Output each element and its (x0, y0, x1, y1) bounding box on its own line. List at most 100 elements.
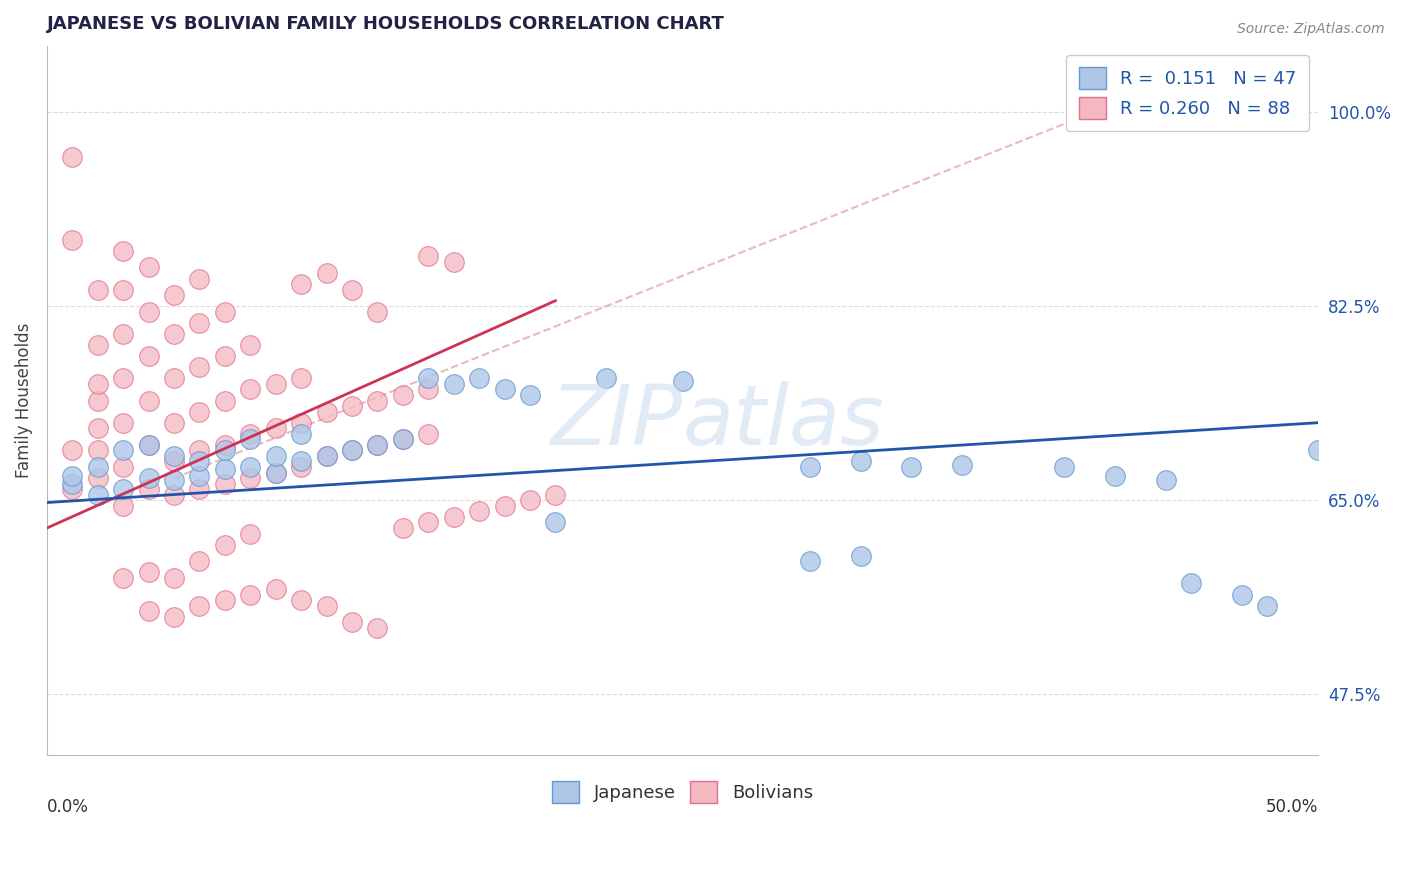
Point (163, 371, 186, 385)
Point (214, 593, 236, 607)
Point (340, 283, 363, 297)
Point (138, 438, 160, 452)
Point (315, 449, 337, 463)
Point (264, 449, 287, 463)
Point (366, 305, 388, 319)
Point (366, 438, 388, 452)
Point (214, 438, 236, 452)
Point (188, 554, 211, 568)
Point (112, 371, 135, 385)
Point (188, 454, 211, 468)
Point (188, 271, 211, 285)
Point (849, 549, 872, 563)
Point (163, 488, 186, 502)
Point (87, 460, 110, 475)
Point (138, 482, 160, 496)
Point (290, 593, 312, 607)
Point (214, 462, 236, 476)
Point (112, 443, 135, 458)
Point (239, 526, 262, 541)
Point (418, 371, 440, 385)
Point (112, 244, 135, 258)
Point (60, 443, 83, 458)
Point (392, 388, 415, 402)
Point (87, 376, 110, 391)
Text: 0.0%: 0.0% (46, 798, 89, 816)
Point (392, 433, 415, 447)
Point (315, 599, 337, 613)
Point (239, 471, 262, 485)
Point (315, 404, 337, 418)
Point (112, 460, 135, 475)
Point (214, 305, 236, 319)
Point (188, 360, 211, 375)
Legend: Japanese, Bolivians: Japanese, Bolivians (546, 773, 820, 810)
Point (87, 488, 110, 502)
Point (112, 416, 135, 430)
Point (443, 510, 465, 524)
Point (60, 482, 83, 496)
Point (138, 471, 160, 485)
Point (87, 338, 110, 352)
Point (239, 426, 262, 441)
Point (1230, 588, 1253, 602)
Point (418, 249, 440, 263)
Point (188, 482, 211, 496)
Point (214, 393, 236, 408)
Point (163, 609, 186, 624)
Point (87, 393, 110, 408)
Point (264, 582, 287, 596)
Point (138, 438, 160, 452)
Point (214, 538, 236, 552)
Point (1256, 599, 1278, 613)
Point (163, 474, 186, 488)
Point (264, 466, 287, 480)
Point (60, 476, 83, 491)
Point (494, 383, 516, 397)
Point (315, 266, 337, 280)
Point (443, 255, 465, 269)
Text: atlas: atlas (682, 381, 884, 462)
Point (264, 376, 287, 391)
Point (519, 388, 541, 402)
Point (290, 454, 312, 468)
Point (188, 599, 211, 613)
Point (290, 460, 312, 475)
Point (340, 443, 363, 458)
Point (519, 493, 541, 508)
Point (188, 404, 211, 418)
Point (138, 604, 160, 618)
Point (188, 469, 211, 483)
Text: JAPANESE VS BOLIVIAN FAMILY HOUSEHOLDS CORRELATION CHART: JAPANESE VS BOLIVIAN FAMILY HOUSEHOLDS C… (46, 15, 724, 33)
Point (239, 460, 262, 475)
Point (60, 233, 83, 247)
Point (214, 443, 236, 458)
Point (1308, 443, 1330, 458)
Point (239, 338, 262, 352)
Point (799, 554, 821, 568)
Point (112, 499, 135, 513)
Point (494, 499, 516, 513)
Point (418, 426, 440, 441)
Point (671, 374, 693, 388)
Point (799, 460, 821, 475)
Point (1180, 576, 1202, 591)
Point (340, 615, 363, 630)
Point (87, 283, 110, 297)
Point (264, 421, 287, 435)
Point (290, 371, 312, 385)
Point (315, 449, 337, 463)
Point (290, 277, 312, 291)
Point (290, 426, 312, 441)
Point (264, 466, 287, 480)
Point (366, 393, 388, 408)
Point (214, 476, 236, 491)
Point (163, 454, 186, 468)
Point (163, 449, 186, 463)
Point (87, 471, 110, 485)
Point (392, 521, 415, 535)
Text: 50.0%: 50.0% (1265, 798, 1319, 816)
Point (214, 349, 236, 363)
Point (1104, 469, 1126, 483)
Point (443, 376, 465, 391)
